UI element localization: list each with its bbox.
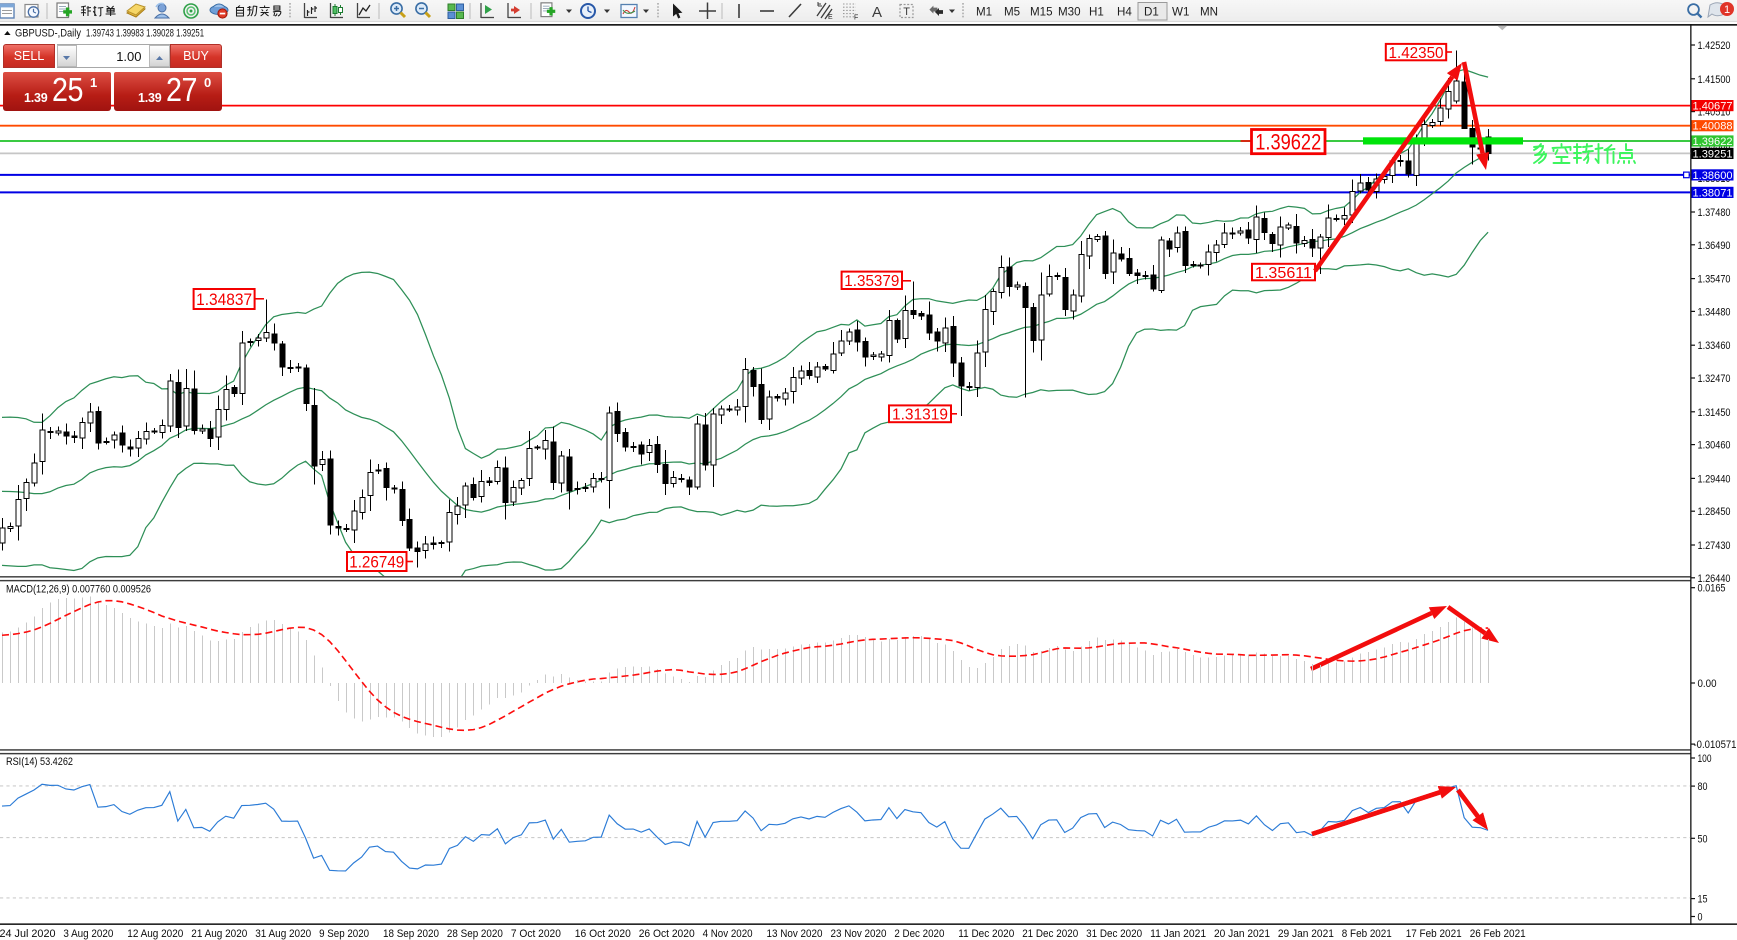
svg-text:1.34837: 1.34837 [196, 291, 252, 309]
svg-text:2 Dec 2020: 2 Dec 2020 [894, 928, 944, 940]
svg-text:100: 100 [1698, 753, 1712, 765]
svg-text:28 Sep 2020: 28 Sep 2020 [447, 928, 503, 940]
svg-text:M1: M1 [976, 6, 992, 19]
svg-text:1.35379: 1.35379 [844, 273, 899, 290]
svg-text:1.31450: 1.31450 [1698, 407, 1731, 419]
svg-text:29 Jan 2021: 29 Jan 2021 [1278, 928, 1334, 940]
svg-text:1.37480: 1.37480 [1698, 207, 1731, 219]
svg-text:F: F [854, 15, 858, 22]
svg-text:H1: H1 [1089, 6, 1104, 19]
svg-text:26 Oct 2020: 26 Oct 2020 [639, 928, 695, 940]
svg-text:1.34480: 1.34480 [1698, 306, 1731, 318]
svg-text:13 Nov 2020: 13 Nov 2020 [767, 928, 823, 940]
svg-text:M30: M30 [1058, 6, 1081, 19]
svg-text:1.30460: 1.30460 [1698, 440, 1731, 452]
svg-text:1.32470: 1.32470 [1698, 373, 1731, 385]
svg-text:1.35470: 1.35470 [1698, 274, 1731, 286]
svg-text:MN: MN [1200, 6, 1218, 19]
svg-text:H4: H4 [1117, 6, 1132, 19]
svg-text:E: E [828, 14, 833, 21]
svg-text:15: 15 [1698, 894, 1708, 906]
svg-text:RSI(14) 53.4262: RSI(14) 53.4262 [6, 756, 73, 768]
svg-text:1.38071: 1.38071 [1693, 187, 1733, 199]
svg-text:1.39743 1.39983 1.39028 1.3925: 1.39743 1.39983 1.39028 1.39251 [86, 27, 204, 39]
svg-text:21 Aug 2020: 21 Aug 2020 [191, 928, 247, 940]
svg-text:24 Jul 2020: 24 Jul 2020 [0, 928, 56, 940]
svg-text:1.40088: 1.40088 [1693, 121, 1733, 133]
svg-text:1.26440: 1.26440 [1698, 573, 1731, 585]
svg-text:31 Aug 2020: 31 Aug 2020 [255, 928, 311, 940]
svg-text:1.39622: 1.39622 [1693, 136, 1733, 148]
svg-text:-0.010571: -0.010571 [1694, 739, 1737, 751]
svg-text:11 Jan 2021: 11 Jan 2021 [1150, 928, 1206, 940]
svg-text:20 Jan 2021: 20 Jan 2021 [1214, 928, 1270, 940]
svg-text:1.26749: 1.26749 [349, 553, 404, 571]
svg-text:1.27430: 1.27430 [1698, 540, 1731, 552]
svg-text:23 Nov 2020: 23 Nov 2020 [831, 928, 887, 940]
svg-text:1: 1 [1724, 4, 1730, 16]
svg-text:1.40677: 1.40677 [1693, 101, 1733, 113]
svg-text:1.42520: 1.42520 [1698, 40, 1731, 52]
svg-text:50: 50 [1698, 833, 1708, 845]
svg-text:MACD(12,26,9) 0.007760 0.00952: MACD(12,26,9) 0.007760 0.009526 [6, 583, 151, 595]
svg-text:1.39251: 1.39251 [1693, 148, 1733, 160]
svg-text:0.0165: 0.0165 [1698, 583, 1726, 595]
svg-text:9 Sep 2020: 9 Sep 2020 [319, 928, 369, 940]
svg-text:1.28450: 1.28450 [1698, 506, 1731, 518]
svg-text:16 Oct 2020: 16 Oct 2020 [575, 928, 631, 940]
svg-text:M5: M5 [1004, 6, 1020, 19]
svg-text:1.31319: 1.31319 [892, 407, 948, 424]
svg-text:26 Feb 2021: 26 Feb 2021 [1470, 928, 1526, 940]
svg-text:T: T [903, 6, 910, 18]
svg-text:4 Nov 2020: 4 Nov 2020 [703, 928, 753, 940]
svg-text:21 Dec 2020: 21 Dec 2020 [1022, 928, 1078, 940]
svg-text:D1: D1 [1144, 6, 1159, 19]
svg-text:17 Feb 2021: 17 Feb 2021 [1406, 928, 1462, 940]
svg-text:1.38600: 1.38600 [1693, 170, 1733, 182]
svg-text:1.35611: 1.35611 [1255, 265, 1312, 282]
svg-text:W1: W1 [1172, 6, 1189, 19]
svg-text:A: A [872, 4, 882, 21]
svg-text:0: 0 [1698, 912, 1703, 924]
svg-text:1.33460: 1.33460 [1698, 340, 1731, 352]
svg-text:31 Dec 2020: 31 Dec 2020 [1086, 928, 1142, 940]
svg-text:1.42350: 1.42350 [1389, 45, 1444, 62]
svg-text:GBPUSD-,Daily: GBPUSD-,Daily [15, 27, 81, 39]
svg-text:1.36490: 1.36490 [1698, 240, 1731, 252]
svg-text:80: 80 [1698, 781, 1708, 793]
svg-text:8 Feb 2021: 8 Feb 2021 [1342, 928, 1392, 940]
svg-text:12 Aug 2020: 12 Aug 2020 [127, 928, 183, 940]
svg-text:18 Sep 2020: 18 Sep 2020 [383, 928, 439, 940]
svg-text:1.39622: 1.39622 [1255, 130, 1321, 155]
svg-text:0.00: 0.00 [1698, 678, 1717, 690]
svg-text:M15: M15 [1030, 6, 1053, 19]
svg-text:1.29440: 1.29440 [1698, 473, 1731, 485]
svg-text:7 Oct 2020: 7 Oct 2020 [511, 928, 561, 940]
svg-text:1.41500: 1.41500 [1698, 74, 1731, 86]
svg-text:11 Dec 2020: 11 Dec 2020 [958, 928, 1014, 940]
svg-text:3 Aug 2020: 3 Aug 2020 [63, 928, 113, 940]
